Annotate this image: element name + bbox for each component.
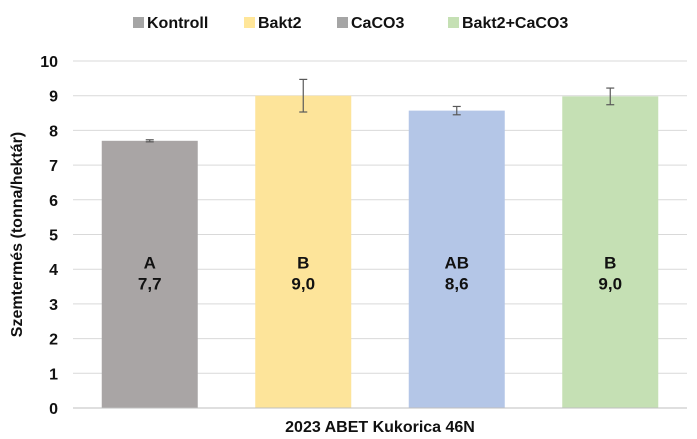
y-tick-label: 1: [49, 366, 58, 383]
bar-value-label: 9,0: [291, 275, 315, 294]
legend-label: Bakt2+CaCO3: [462, 15, 568, 32]
bar-group-letter: B: [297, 254, 309, 273]
y-axis-ticks: 0 1 2 3 4 5 6 7 8 9 10: [40, 54, 58, 418]
legend-label: CaCO3: [351, 15, 404, 32]
y-tick-label: 3: [49, 297, 58, 314]
error-bars: [145, 78, 615, 143]
bars: [101, 95, 659, 409]
bar-labels: A 7,7 B 9,0 AB 8,6 B 9,0: [138, 254, 622, 294]
error-bar: [299, 78, 308, 113]
y-tick-label: 6: [49, 193, 58, 210]
x-axis-title: 2023 ABET Kukorica 46N: [285, 419, 475, 436]
y-tick-label: 9: [49, 89, 58, 106]
error-bar: [145, 139, 154, 143]
bar-bakt2: [255, 95, 352, 408]
legend-item: Kontroll: [133, 15, 208, 32]
legend-item: CaCO3: [337, 15, 404, 32]
y-tick-label: 8: [49, 123, 58, 140]
legend-swatch: [133, 17, 144, 28]
legend-swatch: [337, 17, 348, 28]
bar-kontroll: [101, 140, 198, 408]
y-tick-label: 0: [49, 401, 58, 418]
error-bar: [452, 105, 461, 116]
legend: Kontroll Bakt2 CaCO3 Bakt2+CaCO3: [133, 15, 568, 32]
legend-item: Bakt2+CaCO3: [448, 15, 568, 32]
y-axis-title: Szemtermés (tonna/hektár): [9, 132, 26, 337]
error-bar: [606, 87, 615, 106]
y-tick-label: 7: [49, 158, 58, 175]
legend-swatch: [448, 17, 459, 28]
y-tick-label: 10: [40, 54, 58, 71]
y-tick-label: 2: [49, 332, 58, 349]
legend-swatch: [244, 17, 255, 28]
legend-label: Bakt2: [258, 15, 302, 32]
bar-group-letter: AB: [444, 254, 469, 273]
bar-value-label: 7,7: [138, 275, 162, 294]
legend-label: Kontroll: [147, 15, 208, 32]
y-tick-label: 4: [49, 262, 58, 279]
y-tick-label: 5: [49, 228, 58, 245]
bar-bakt2-caco3: [562, 96, 659, 409]
bar-value-label: 9,0: [598, 275, 622, 294]
legend-item: Bakt2: [244, 15, 302, 32]
bar-group-letter: B: [604, 254, 616, 273]
bar-caco3: [408, 110, 505, 408]
bar-group-letter: A: [144, 254, 156, 273]
bar-value-label: 8,6: [445, 275, 469, 294]
